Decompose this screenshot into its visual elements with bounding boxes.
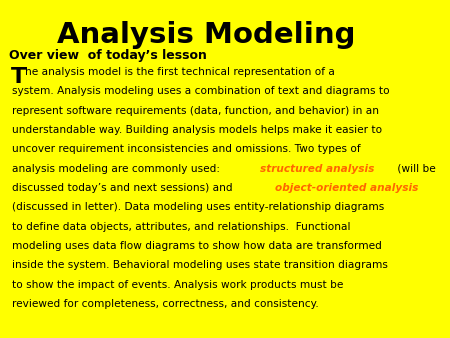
Text: discussed today’s and next sessions) and: discussed today’s and next sessions) and [12,183,236,193]
Text: represent software requirements (data, function, and behavior) in an: represent software requirements (data, f… [12,105,379,116]
Text: system. Analysis modeling uses a combination of text and diagrams to: system. Analysis modeling uses a combina… [12,86,390,96]
Text: Analysis Modeling: Analysis Modeling [57,21,355,49]
Text: inside the system. Behavioral modeling uses state transition diagrams: inside the system. Behavioral modeling u… [12,260,388,270]
Text: reviewed for completeness, correctness, and consistency.: reviewed for completeness, correctness, … [12,299,319,309]
Text: understandable way. Building analysis models helps make it easier to: understandable way. Building analysis mo… [12,125,382,135]
Text: T: T [10,67,26,87]
Text: he analysis model is the first technical representation of a: he analysis model is the first technical… [25,67,335,77]
Text: to define data objects, attributes, and relationships.  Functional: to define data objects, attributes, and … [12,222,351,232]
Text: uncover requirement inconsistencies and omissions. Two types of: uncover requirement inconsistencies and … [12,144,361,154]
Text: (discussed in letter). Data modeling uses entity-relationship diagrams: (discussed in letter). Data modeling use… [12,202,385,212]
Text: modeling uses data flow diagrams to show how data are transformed: modeling uses data flow diagrams to show… [12,241,382,251]
Text: structured analysis: structured analysis [260,164,374,173]
Text: to show the impact of events. Analysis work products must be: to show the impact of events. Analysis w… [12,280,344,290]
Text: (will be: (will be [394,164,436,173]
Text: object-oriented analysis: object-oriented analysis [275,183,418,193]
Text: Over view  of today’s lesson: Over view of today’s lesson [9,49,207,62]
Text: analysis modeling are commonly used:: analysis modeling are commonly used: [12,164,224,173]
